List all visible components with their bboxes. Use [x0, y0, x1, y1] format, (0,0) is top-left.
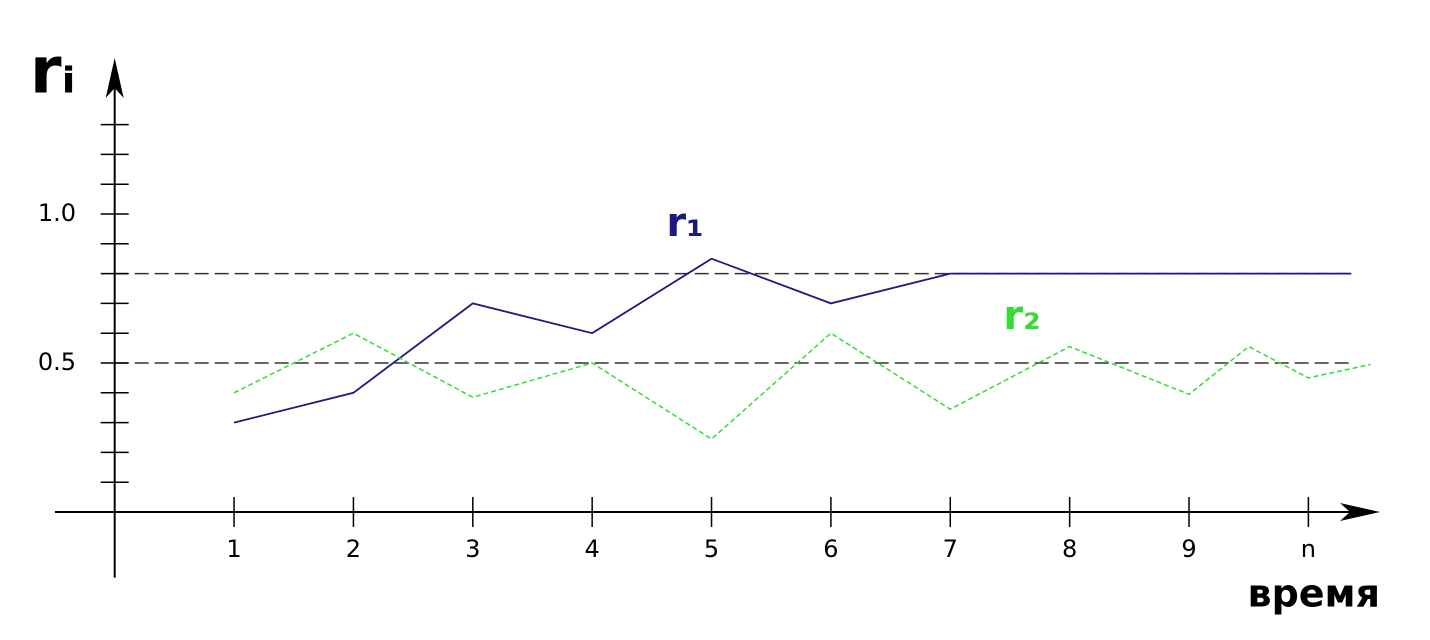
- x-tick-label: 8: [1062, 535, 1077, 563]
- x-tick-label: 7: [943, 535, 958, 563]
- x-tick-label: n: [1301, 535, 1316, 563]
- series-label: r₂: [1003, 293, 1040, 339]
- x-tick-label: 4: [585, 535, 600, 563]
- series-line: [233, 332, 1371, 440]
- x-tick-label: 3: [465, 535, 480, 563]
- y-axis-label: rᵢ: [30, 35, 76, 109]
- x-axis-arrow: [1340, 503, 1380, 521]
- x-tick-label: 6: [823, 535, 838, 563]
- x-tick-label: 9: [1181, 535, 1196, 563]
- y-tick-label: 1.0: [38, 199, 76, 227]
- x-tick-label: 5: [704, 535, 719, 563]
- x-tick-label: 1: [226, 535, 241, 563]
- y-tick-label: 0.5: [38, 348, 76, 376]
- series-label: r₁: [666, 200, 703, 246]
- series-line: [233, 257, 1352, 424]
- y-axis-arrow: [105, 58, 124, 98]
- x-axis-label: время: [1248, 572, 1380, 616]
- x-tick-label: 2: [346, 535, 361, 563]
